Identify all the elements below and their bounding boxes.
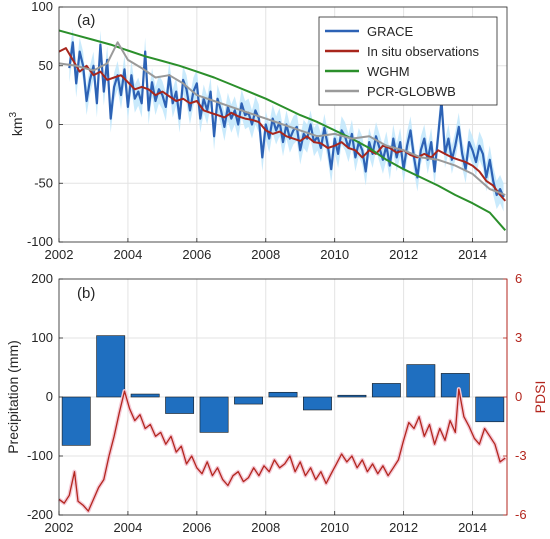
panel-a-ytick-label: 0 — [46, 117, 53, 132]
precipitation-bar — [234, 396, 263, 405]
precipitation-bar — [303, 396, 332, 411]
precipitation-bar — [61, 396, 91, 446]
panel-a-series-lines — [59, 29, 507, 231]
precipitation-bar — [96, 335, 126, 398]
panel-a-xtick-label: 2006 — [182, 247, 211, 262]
precipitation-bar — [406, 364, 436, 398]
panel-b-ylabel-left: Precipitation (mm) — [5, 340, 21, 454]
pdsi-series — [57, 387, 507, 514]
panel-a-xtick-label: 2014 — [458, 247, 487, 262]
panel-b-right-tick-label: 6 — [515, 271, 522, 286]
panel-a-ytick-label: 100 — [31, 0, 53, 14]
panel-a-xtick-label: 2004 — [113, 247, 142, 262]
series-line-grace — [68, 41, 505, 198]
panel-a-ylabel: km3 — [8, 111, 25, 136]
panel-b-label: (b) — [77, 285, 95, 302]
panel-b-right-tick-label: 3 — [515, 330, 522, 345]
panel-b-xtick-label: 2012 — [389, 520, 418, 535]
precipitation-bar — [337, 394, 367, 398]
precipitation-bar — [165, 396, 195, 414]
panel-a-ytick-label: -100 — [27, 234, 53, 249]
panel-b-ytick-label: -200 — [27, 507, 53, 522]
panel-b-ytick-label: 100 — [31, 330, 53, 345]
grace-uncertainty-band — [69, 28, 504, 212]
panel-a-xtick-label: 2002 — [45, 247, 74, 262]
panel-a-chart: 2002 2004 2006 2008 2010 2012 2014 -100 -50 0 50 1… — [8, 0, 508, 262]
panel-b-chart: 2002 2004 2006 2008 2010 2012 2014 -200-100010… — [5, 271, 548, 535]
legend-entry-label: PCR-GLOBWB — [367, 84, 456, 99]
precipitation-bar — [475, 396, 505, 423]
precipitation-bar — [130, 393, 160, 398]
series-line-pcr-globwb — [59, 41, 506, 196]
panel-b-ytick-label: 200 — [31, 271, 53, 286]
precipitation-bar — [371, 383, 401, 398]
precipitation-bar — [440, 373, 470, 398]
panel-a-ytick-label: 50 — [39, 58, 53, 73]
panel-b-right-tick-label: -3 — [515, 448, 527, 463]
legend-entry-label: GRACE — [367, 24, 414, 39]
panel-b-xtick-label: 2004 — [113, 520, 142, 535]
panel-a-xtick-label: 2008 — [251, 247, 280, 262]
panel-b-xtick-label: 2010 — [320, 520, 349, 535]
panel-b-xtick-label: 2008 — [251, 520, 280, 535]
panel-a-legend: GRACE In situ observations WGHM PCR-GLOBWB — [318, 16, 498, 106]
panel-b-right-tick-label: 0 — [515, 389, 522, 404]
panel-a-xtick-label: 2012 — [389, 247, 418, 262]
precipitation-bar — [268, 391, 298, 398]
panel-b-ytick-label: -100 — [27, 448, 53, 463]
panel-a-y-ticks: -100 -50 0 50 100 — [27, 0, 63, 249]
panel-b-ytick-label: 0 — [46, 389, 53, 404]
panel-a-label: (a) — [77, 12, 95, 29]
series-line-wghm — [59, 29, 507, 231]
panel-b-xtick-label: 2002 — [45, 520, 74, 535]
legend-entry-label: WGHM — [367, 64, 410, 79]
grace-uncertainty-area — [69, 28, 504, 212]
panel-b-y-ticks-left: -200 -100 0 100 200 — [27, 271, 63, 522]
panel-b-x-ticks: 2002 2004 2006 2008 2010 2012 2014 — [45, 511, 487, 535]
series-line-in-situ-observations — [59, 47, 507, 202]
panel-b-xtick-label: 2006 — [182, 520, 211, 535]
pdsi-line — [58, 388, 506, 512]
panel-b-xtick-label: 2014 — [458, 520, 487, 535]
panel-a-xtick-label: 2010 — [320, 247, 349, 262]
panel-b-ylabel-right: PDSI — [532, 381, 548, 414]
panel-b-right-tick-label: -6 — [515, 507, 527, 522]
panel-b-y-ticks-right: -6 -3 0 3 6 — [503, 271, 527, 522]
legend-entry-label: In situ observations — [367, 44, 480, 59]
precipitation-bars — [61, 335, 505, 446]
precipitation-bar — [199, 396, 229, 433]
panel-a-x-ticks: 2002 2004 2006 2008 2010 2012 2014 — [45, 238, 487, 262]
panel-a-ylabel-exponent: 3 — [8, 111, 19, 117]
panel-a-ytick-label: -50 — [34, 175, 53, 190]
